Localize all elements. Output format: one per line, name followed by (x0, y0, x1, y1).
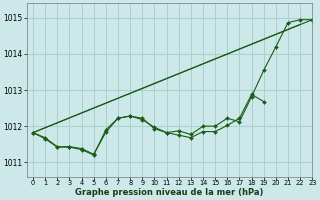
X-axis label: Graphe pression niveau de la mer (hPa): Graphe pression niveau de la mer (hPa) (76, 188, 264, 197)
